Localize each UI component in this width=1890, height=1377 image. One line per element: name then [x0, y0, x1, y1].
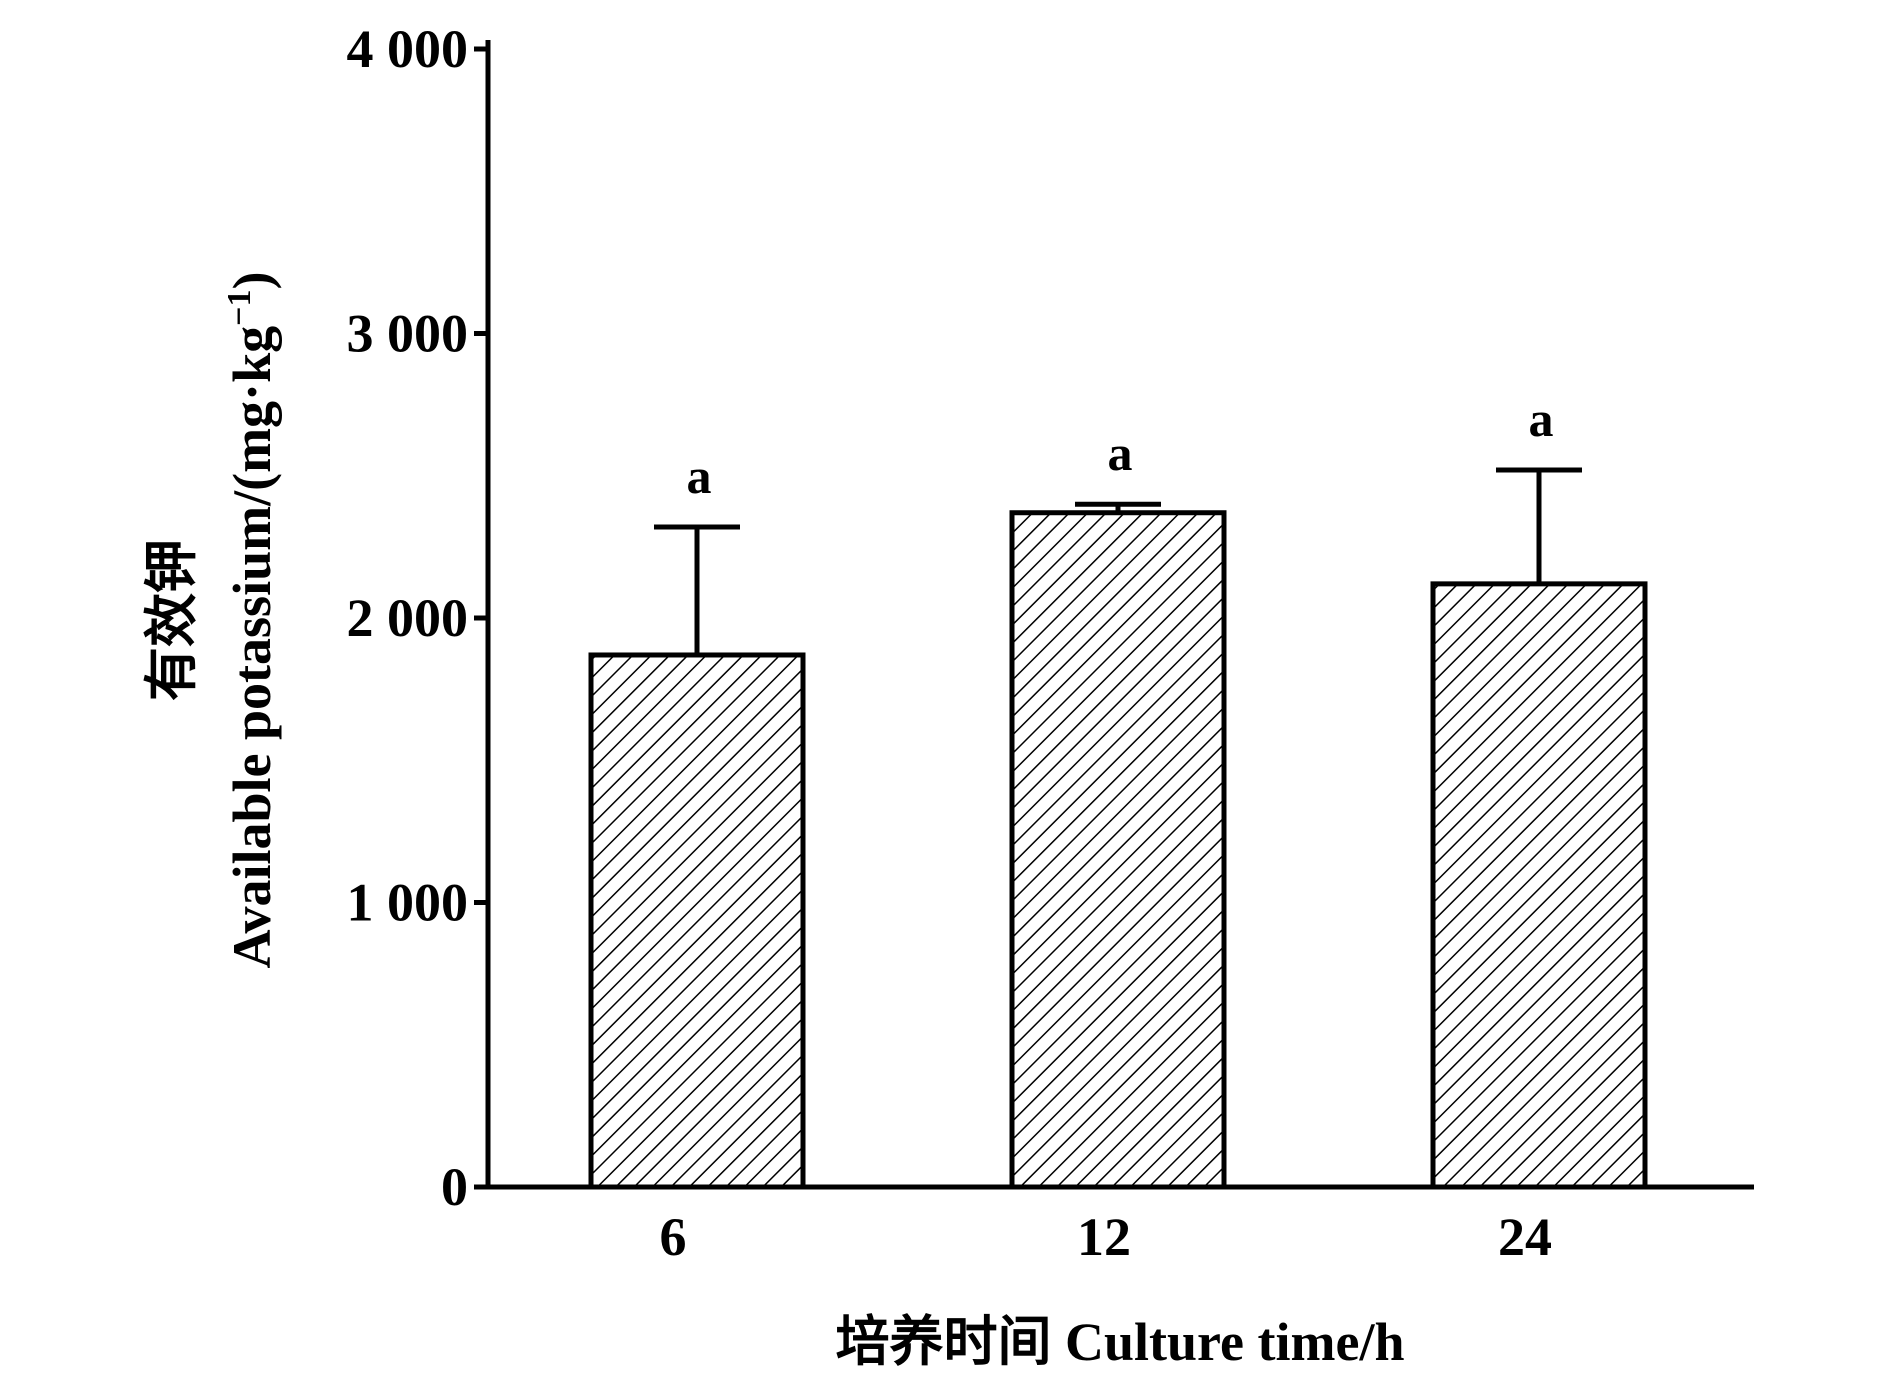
x-axis-ticks: 6 12 24 — [660, 1207, 1553, 1267]
y-axis-ticks: 0 1 000 2 000 3 000 4 000 — [347, 19, 488, 1217]
x-tick-label: 24 — [1498, 1207, 1552, 1267]
error-bars — [654, 467, 1582, 655]
y-axis-title-en: Available potassium/(mg·kg−1) — [221, 272, 282, 969]
y-tick-label: 1 000 — [347, 873, 469, 933]
y-tick-label: 0 — [441, 1157, 468, 1217]
bar — [1009, 510, 1227, 1190]
bar — [1430, 581, 1648, 1190]
significance-letter: a — [1529, 391, 1554, 447]
significance-labels: a a a — [687, 391, 1554, 504]
bars — [588, 510, 1648, 1190]
bar — [588, 652, 806, 1190]
y-tick-label: 4 000 — [347, 19, 469, 79]
x-axis-title: 培养时间 Culture time/h — [836, 1312, 1405, 1372]
y-tick-label: 3 000 — [347, 304, 469, 364]
x-tick-label: 6 — [660, 1207, 687, 1267]
y-axis-title: 有效钾 Available potassium/(mg·kg−1) — [142, 272, 282, 969]
y-axis-title-cn: 有效钾 — [142, 539, 202, 701]
y-tick-label: 2 000 — [347, 588, 469, 648]
significance-letter: a — [1108, 425, 1133, 481]
significance-letter: a — [687, 448, 712, 504]
x-tick-label: 12 — [1077, 1207, 1131, 1267]
